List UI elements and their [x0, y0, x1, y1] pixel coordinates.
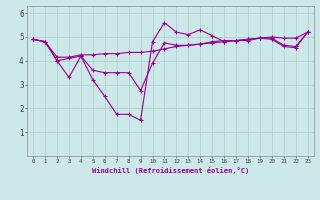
X-axis label: Windchill (Refroidissement éolien,°C): Windchill (Refroidissement éolien,°C) [92, 167, 249, 174]
